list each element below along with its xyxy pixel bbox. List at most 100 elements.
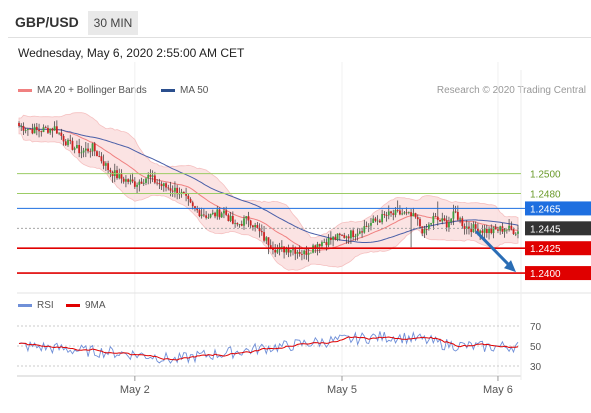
candle-body — [198, 210, 201, 217]
candle — [252, 224, 254, 231]
candle-body — [316, 244, 319, 249]
candle — [133, 177, 136, 189]
candle — [443, 215, 446, 222]
credit-label: Research © 2020 Trading Central — [436, 85, 586, 96]
candle — [399, 205, 401, 216]
candle — [499, 225, 502, 235]
candle-body — [194, 206, 196, 209]
candle — [185, 187, 187, 202]
candle-body — [247, 216, 250, 221]
level-tag — [525, 221, 591, 236]
candle-body — [327, 237, 330, 246]
candle-body — [158, 183, 161, 185]
candle-body — [102, 161, 105, 166]
candle — [470, 222, 473, 237]
candle-body — [82, 150, 85, 153]
9ma-swatch — [66, 303, 80, 307]
candle-body — [207, 217, 210, 219]
candle — [231, 211, 234, 225]
candle-body — [64, 141, 67, 146]
candle-body — [240, 223, 243, 226]
legend-rsi-label: RSI — [37, 300, 54, 311]
timeframe-button[interactable]: 30 MIN — [88, 11, 138, 35]
candle-body — [352, 230, 355, 238]
candle-body — [91, 143, 94, 152]
candle-body — [378, 220, 381, 223]
candle — [98, 151, 101, 158]
legend-ma50: MA 50 — [161, 85, 208, 96]
candle — [196, 205, 199, 213]
x-tick-label: May 6 — [483, 384, 513, 396]
candle-body — [216, 209, 219, 217]
candle-body — [125, 179, 127, 182]
candle-body — [55, 126, 58, 134]
candle — [323, 238, 326, 243]
candle — [327, 234, 330, 248]
candle — [109, 167, 112, 178]
candle-body — [243, 218, 245, 226]
candle — [517, 224, 519, 239]
chart-header: GBP/USD 30 MIN — [0, 0, 591, 38]
candle — [64, 138, 67, 146]
candle-body — [276, 249, 279, 253]
candle — [256, 222, 259, 229]
candle-body — [174, 187, 176, 192]
candle-body — [292, 249, 294, 251]
candle-body — [445, 220, 448, 228]
candle-body — [474, 224, 477, 229]
candle-body — [396, 210, 399, 211]
candle-body — [35, 126, 38, 131]
candle — [485, 224, 488, 238]
candle-body — [87, 148, 89, 152]
candle-body — [104, 163, 107, 166]
candle-body — [205, 215, 208, 218]
candle — [67, 138, 69, 147]
candle — [227, 213, 230, 222]
candle-body — [180, 191, 183, 194]
candle — [189, 197, 192, 204]
candle — [505, 229, 508, 234]
candle — [361, 227, 363, 238]
candle — [461, 216, 464, 229]
candle-body — [309, 252, 312, 254]
rsi-tick-label: 30 — [530, 362, 542, 373]
candle-body — [153, 175, 156, 183]
candle — [416, 214, 419, 226]
candle-body — [430, 223, 433, 225]
candle — [497, 226, 499, 234]
candle — [162, 182, 165, 192]
candle — [354, 233, 357, 241]
candle-body — [272, 248, 274, 250]
candle — [229, 211, 232, 223]
candle — [44, 125, 47, 129]
candle-body — [298, 251, 301, 254]
level-tag — [525, 266, 591, 281]
candle — [307, 247, 310, 262]
level-label: 1.2425 — [530, 244, 561, 255]
candle-body — [113, 170, 116, 176]
candle — [211, 209, 214, 216]
candle-body — [265, 237, 268, 241]
candle-body — [182, 191, 185, 194]
candle-body — [211, 212, 214, 215]
level-label: 1.2400 — [530, 269, 561, 280]
candle — [89, 148, 92, 158]
candle — [280, 240, 283, 252]
candle-body — [477, 228, 479, 234]
candle-body — [294, 249, 297, 254]
candle — [243, 215, 245, 230]
rsi-line — [18, 330, 519, 364]
candle-body — [58, 132, 60, 134]
level-label: 1.2480 — [530, 190, 561, 201]
rsi-9ma-line — [18, 336, 519, 361]
candle-body — [38, 130, 40, 132]
candle — [205, 211, 208, 220]
candle — [287, 244, 290, 258]
candle — [69, 134, 72, 145]
candle — [47, 125, 49, 135]
candle-body — [325, 242, 328, 246]
candle — [410, 209, 412, 248]
candle — [301, 249, 303, 261]
candle — [441, 212, 444, 225]
